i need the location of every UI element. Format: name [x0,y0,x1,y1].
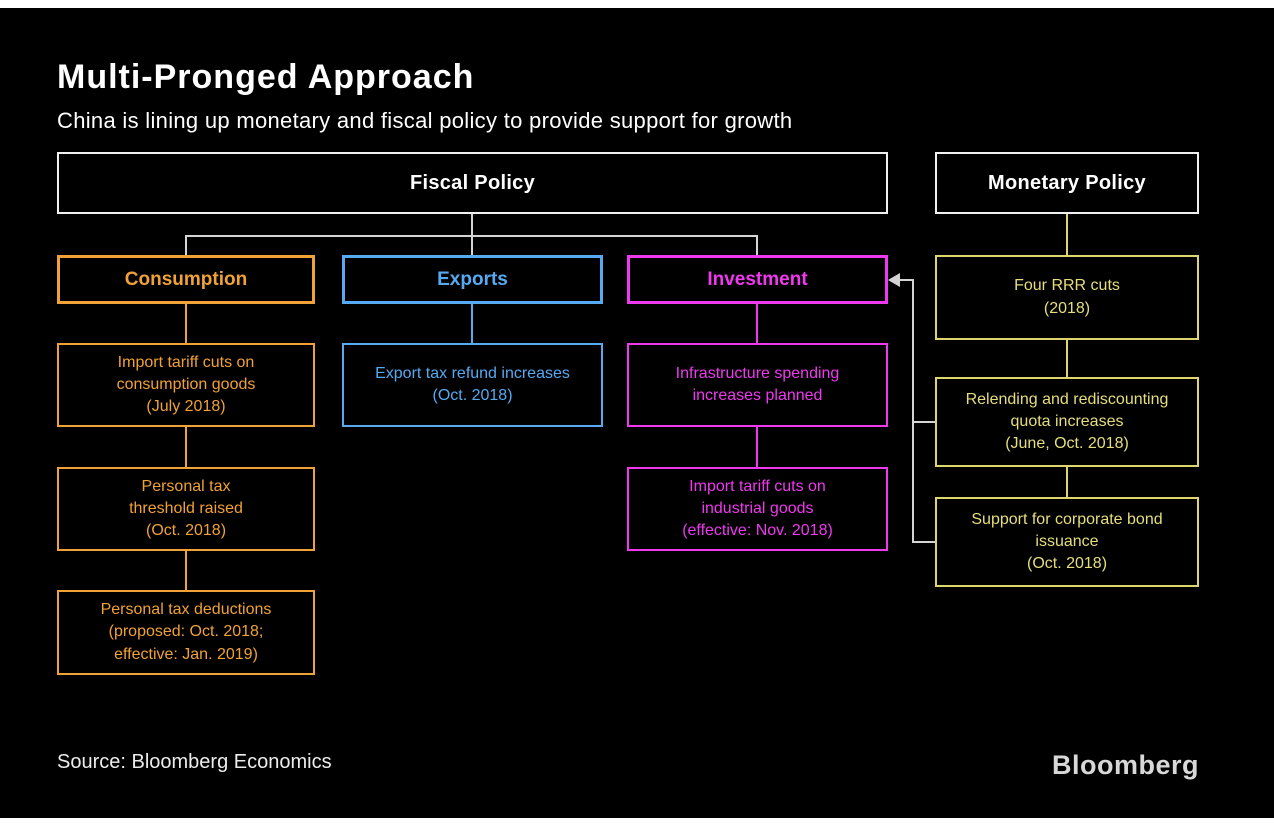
fiscal-policy-box: Fiscal Policy [57,152,888,214]
connector-stub-investment [756,236,758,255]
monetary-item-relending: Relending and rediscounting quota increa… [935,377,1199,467]
connector-stub-exports [471,236,473,255]
chart-subtitle: China is lining up monetary and fiscal p… [57,108,793,133]
monetary-item-rrr-cuts: Four RRR cuts (2018) [935,255,1199,340]
exports-item-tax-refund-label: Export tax refund increases (Oct. 2018) [375,364,570,404]
consumption-header-box: Consumption [57,255,315,304]
exports-item-tax-refund: Export tax refund increases (Oct. 2018) [342,343,603,427]
consumption-item-tax-threshold-label: Personal tax threshold raised (Oct. 2018… [129,477,243,540]
connector-monetary-1 [1066,214,1068,255]
consumption-header-label: Consumption [124,268,248,290]
connector-stub-consumption [185,236,187,255]
connector-monetary-2 [1066,340,1068,377]
bracket-stub-bond-support [912,541,935,543]
investment-item-industrial-tariff: Import tariff cuts on industrial goods (… [627,467,888,551]
monetary-policy-label: Monetary Policy [988,171,1146,194]
bracket-stub-relending [912,421,935,423]
investment-header-label: Investment [707,268,808,290]
bloomberg-logo: Bloomberg [1051,750,1199,780]
connector-fiscal-stem [471,214,473,237]
consumption-item-tax-threshold: Personal tax threshold raised (Oct. 2018… [57,467,315,551]
exports-header-box: Exports [342,255,603,304]
consumption-item-tax-deductions-label: Personal tax deductions (proposed: Oct. … [100,601,272,663]
investment-item-infrastructure: Infrastructure spending increases planne… [627,343,888,427]
connector-exports-1 [471,304,473,343]
consumption-item-import-tariff-label: Import tariff cuts on consumption goods … [116,353,256,416]
consumption-item-tax-deductions: Personal tax deductions (proposed: Oct. … [57,590,315,675]
exports-header-label: Exports [437,268,508,290]
bottom-border-strip [0,818,1274,825]
monetary-policy-box: Monetary Policy [935,152,1199,214]
monetary-item-bond-support-label: Support for corporate bond issuance (Oct… [971,510,1163,573]
connector-investment-2 [756,427,758,467]
monetary-item-rrr-cuts-label: Four RRR cuts (2018) [1014,277,1120,317]
connector-consumption-3 [185,551,187,590]
connector-investment-1 [756,304,758,343]
arrow-to-investment-icon [888,273,900,287]
investment-header-box: Investment [627,255,888,304]
top-border-strip [0,0,1274,8]
connector-consumption-1 [185,304,187,343]
source-credit: Source: Bloomberg Economics [57,751,332,773]
connector-monetary-3 [1066,467,1068,497]
arrow-to-investment-shaft [899,279,913,281]
connector-consumption-2 [185,427,187,467]
chart-title: Multi-Pronged Approach [57,58,475,96]
monetary-item-bond-support: Support for corporate bond issuance (Oct… [935,497,1199,587]
fiscal-policy-label: Fiscal Policy [409,171,536,194]
investment-item-infrastructure-label: Infrastructure spending increases planne… [675,364,840,404]
consumption-item-import-tariff: Import tariff cuts on consumption goods … [57,343,315,427]
bracket-vertical-line [912,279,914,543]
investment-item-industrial-tariff-label: Import tariff cuts on industrial goods (… [682,477,833,540]
monetary-item-relending-label: Relending and rediscounting quota increa… [965,390,1169,453]
